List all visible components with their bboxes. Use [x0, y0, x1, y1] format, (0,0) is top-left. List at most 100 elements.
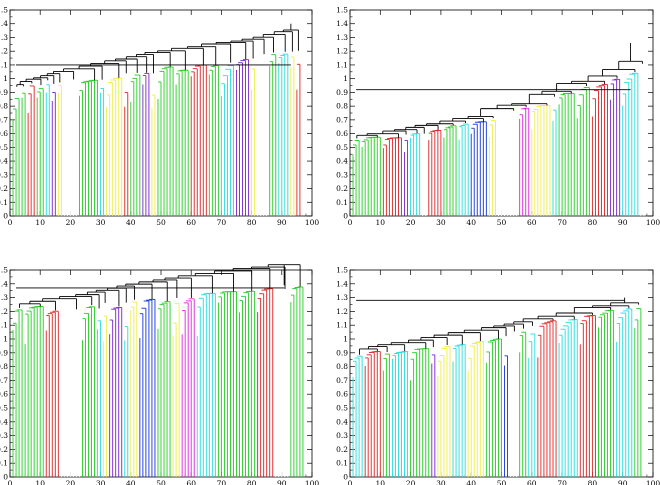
x-tick-label: 20: [66, 479, 76, 485]
y-tick-label: 0: [343, 212, 348, 221]
y-tick-label: 0.8: [0, 362, 8, 371]
y-tick-label: 0.9: [0, 88, 8, 97]
y-tick-label: 0.1: [336, 459, 348, 468]
y-tick-label: 0.6: [0, 129, 8, 138]
y-tick-label: 0.1: [0, 459, 8, 468]
x-tick-label: 40: [466, 218, 476, 227]
x-tick-label: 0: [8, 218, 13, 227]
x-tick-label: 90: [277, 479, 287, 485]
y-tick-label: 1.2: [336, 307, 348, 316]
y-tick-label: 0: [3, 212, 8, 221]
y-tick-label: 0.2: [336, 184, 348, 193]
y-tick-label: 0.6: [336, 390, 348, 399]
y-tick-label: 1: [3, 335, 8, 344]
y-tick-label: 0.4: [336, 157, 348, 166]
x-tick-label: 50: [156, 218, 166, 227]
x-tick-label: 0: [348, 479, 353, 485]
x-tick-label: 20: [406, 479, 416, 485]
y-tick-label: 0.5: [336, 143, 348, 152]
y-tick-label: 0: [3, 473, 8, 482]
y-tick-label: 1.5: [336, 6, 348, 15]
x-tick-label: 50: [156, 479, 166, 485]
x-tick-label: 30: [436, 479, 446, 485]
y-tick-label: 1.1: [336, 60, 348, 69]
x-tick-label: 70: [557, 218, 567, 227]
y-tick-label: 0.7: [0, 115, 8, 124]
x-tick-label: 70: [217, 218, 227, 227]
y-tick-label: 1.3: [0, 293, 8, 302]
x-tick-label: 70: [557, 479, 567, 485]
y-tick-label: 1: [3, 74, 8, 83]
y-tick-label: 1.3: [336, 293, 348, 302]
x-tick-label: 60: [186, 479, 196, 485]
y-tick-label: 0.2: [0, 184, 8, 193]
y-tick-label: 1.2: [336, 47, 348, 56]
x-tick-label: 0: [8, 479, 13, 485]
y-tick-label: 1.5: [0, 6, 8, 15]
y-tick-label: 1.4: [336, 19, 348, 28]
y-tick-label: 0.4: [336, 417, 348, 426]
x-tick-label: 20: [406, 218, 416, 227]
y-tick-label: 1: [343, 74, 348, 83]
x-tick-label: 80: [247, 479, 257, 485]
y-tick-label: 0.4: [0, 417, 8, 426]
y-tick-label: 1: [343, 335, 348, 344]
y-tick-label: 0.9: [336, 88, 348, 97]
x-tick-label: 70: [217, 479, 227, 485]
y-tick-label: 0.2: [0, 445, 8, 454]
y-tick-label: 0: [343, 473, 348, 482]
x-tick-label: 90: [277, 218, 287, 227]
x-tick-label: 100: [305, 218, 320, 227]
x-tick-label: 100: [646, 218, 660, 227]
x-tick-label: 90: [618, 218, 628, 227]
y-tick-label: 0.9: [336, 348, 348, 357]
x-tick-label: 80: [588, 479, 598, 485]
chart-panel-top-right: 0 0.1 0.2 0.3 0.4 0.5 0.6 0.7 0.8 0.9 1 1.1 1.2 1.3 1.…: [336, 6, 660, 228]
x-tick-label: 10: [376, 479, 386, 485]
chart-panel-bottom-left: 0 0.1 0.2 0.3 0.4 0.5 0.6 0.7 0.8 0.9 1 1.1 1.2 1.3 1.…: [0, 264, 320, 485]
y-tick-label: 0.7: [0, 376, 8, 385]
y-tick-label: 1.1: [0, 60, 8, 69]
y-tick-label: 0.6: [336, 129, 348, 138]
x-tick-label: 100: [305, 479, 320, 485]
y-tick-label: 0.3: [336, 431, 348, 440]
y-tick-label: 0.5: [0, 404, 8, 413]
x-tick-label: 30: [96, 479, 106, 485]
x-tick-label: 60: [527, 218, 537, 227]
y-tick-label: 1.2: [0, 307, 8, 316]
y-tick-label: 0.3: [336, 170, 348, 179]
x-tick-label: 30: [96, 218, 106, 227]
x-tick-label: 10: [376, 218, 386, 227]
x-tick-label: 10: [35, 479, 45, 485]
x-tick-label: 80: [588, 218, 598, 227]
x-tick-label: 40: [126, 479, 136, 485]
y-tick-label: 0.9: [0, 348, 8, 357]
chart-panel-top-left: 0 0.1 0.2 0.3 0.4 0.5 0.6 0.7 0.8 0.9 1 1.1 1.2 1.3 1.…: [0, 6, 319, 228]
y-tick-label: 0.3: [0, 170, 8, 179]
y-tick-label: 1.1: [0, 321, 8, 330]
y-tick-label: 1.5: [336, 266, 348, 275]
y-tick-label: 1.3: [336, 33, 348, 42]
x-tick-label: 90: [618, 479, 628, 485]
x-tick-label: 40: [126, 218, 136, 227]
y-tick-label: 1.4: [0, 279, 8, 288]
y-tick-label: 1.2: [0, 47, 8, 56]
y-tick-label: 0.6: [0, 390, 8, 399]
y-tick-label: 0.3: [0, 431, 8, 440]
y-tick-label: 1.4: [336, 279, 348, 288]
y-tick-label: 0.8: [0, 102, 8, 111]
x-tick-label: 50: [497, 218, 507, 227]
y-tick-label: 0.8: [336, 362, 348, 371]
x-tick-label: 40: [466, 479, 476, 485]
x-tick-label: 50: [497, 479, 507, 485]
y-tick-label: 0.2: [336, 445, 348, 454]
y-tick-label: 0.7: [336, 376, 348, 385]
y-tick-label: 0.5: [336, 404, 348, 413]
x-tick-label: 20: [66, 218, 76, 227]
chart-panel-bottom-right: 0 0.1 0.2 0.3 0.4 0.5 0.6 0.7 0.8 0.9 1 1.1 1.2 1.3 1.…: [336, 266, 660, 485]
y-tick-label: 1.5: [0, 266, 8, 275]
x-tick-label: 0: [348, 218, 353, 227]
y-tick-label: 0.7: [336, 115, 348, 124]
x-tick-label: 60: [186, 218, 196, 227]
y-tick-label: 0.1: [0, 198, 8, 207]
